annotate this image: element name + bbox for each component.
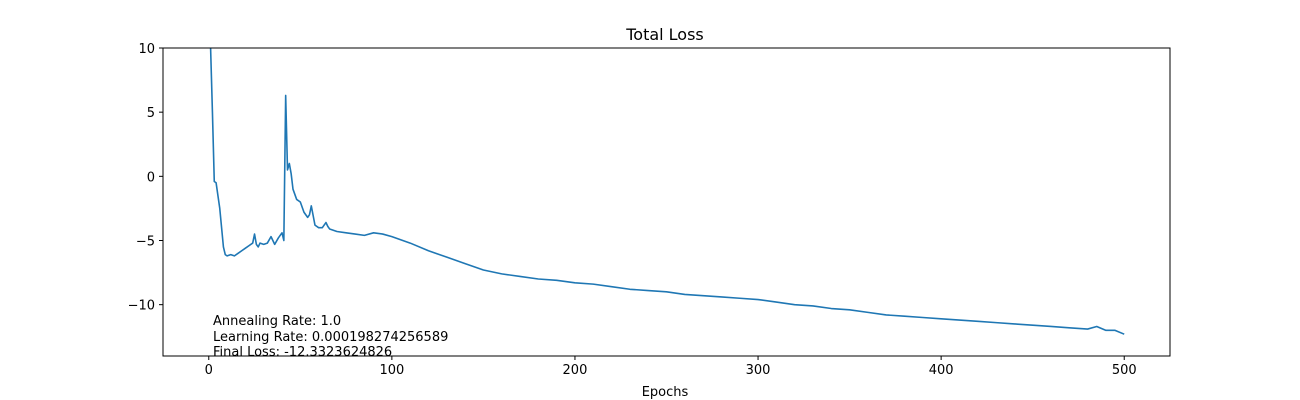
y-tick-label: 0 — [147, 170, 155, 185]
axes-frame — [162, 47, 1171, 357]
axes-border — [162, 47, 1171, 357]
y-tick-label: 5 — [147, 106, 155, 121]
x-tick-label: 100 — [379, 363, 404, 378]
x-axis-label: Epochs — [642, 385, 689, 400]
x-tick-label: 0 — [205, 363, 213, 378]
annotation-annealing-rate: Annealing Rate: 1.0 — [213, 314, 341, 329]
x-tick-label: 200 — [563, 363, 588, 378]
series-layer — [209, 48, 1125, 335]
loss-series-line — [209, 48, 1125, 335]
plot-background — [163, 48, 1170, 356]
plot-area — [163, 48, 1170, 356]
annotation-final-loss: Final Loss: -12.3323624826 — [213, 345, 392, 360]
x-tick-label: 300 — [746, 363, 771, 378]
y-tick-label: −10 — [128, 299, 155, 314]
annotation-learning-rate: Learning Rate: 0.000198274256589 — [213, 330, 448, 345]
y-tick-label: 10 — [138, 42, 155, 57]
chart-title: Total Loss — [625, 25, 704, 44]
x-tick-label: 400 — [929, 363, 954, 378]
ticks-layer: 0 100 200 300 400 500 10 5 0 −5 −10 — [128, 42, 1137, 378]
y-tick-label: −5 — [136, 235, 155, 250]
x-tick-label: 500 — [1112, 363, 1137, 378]
